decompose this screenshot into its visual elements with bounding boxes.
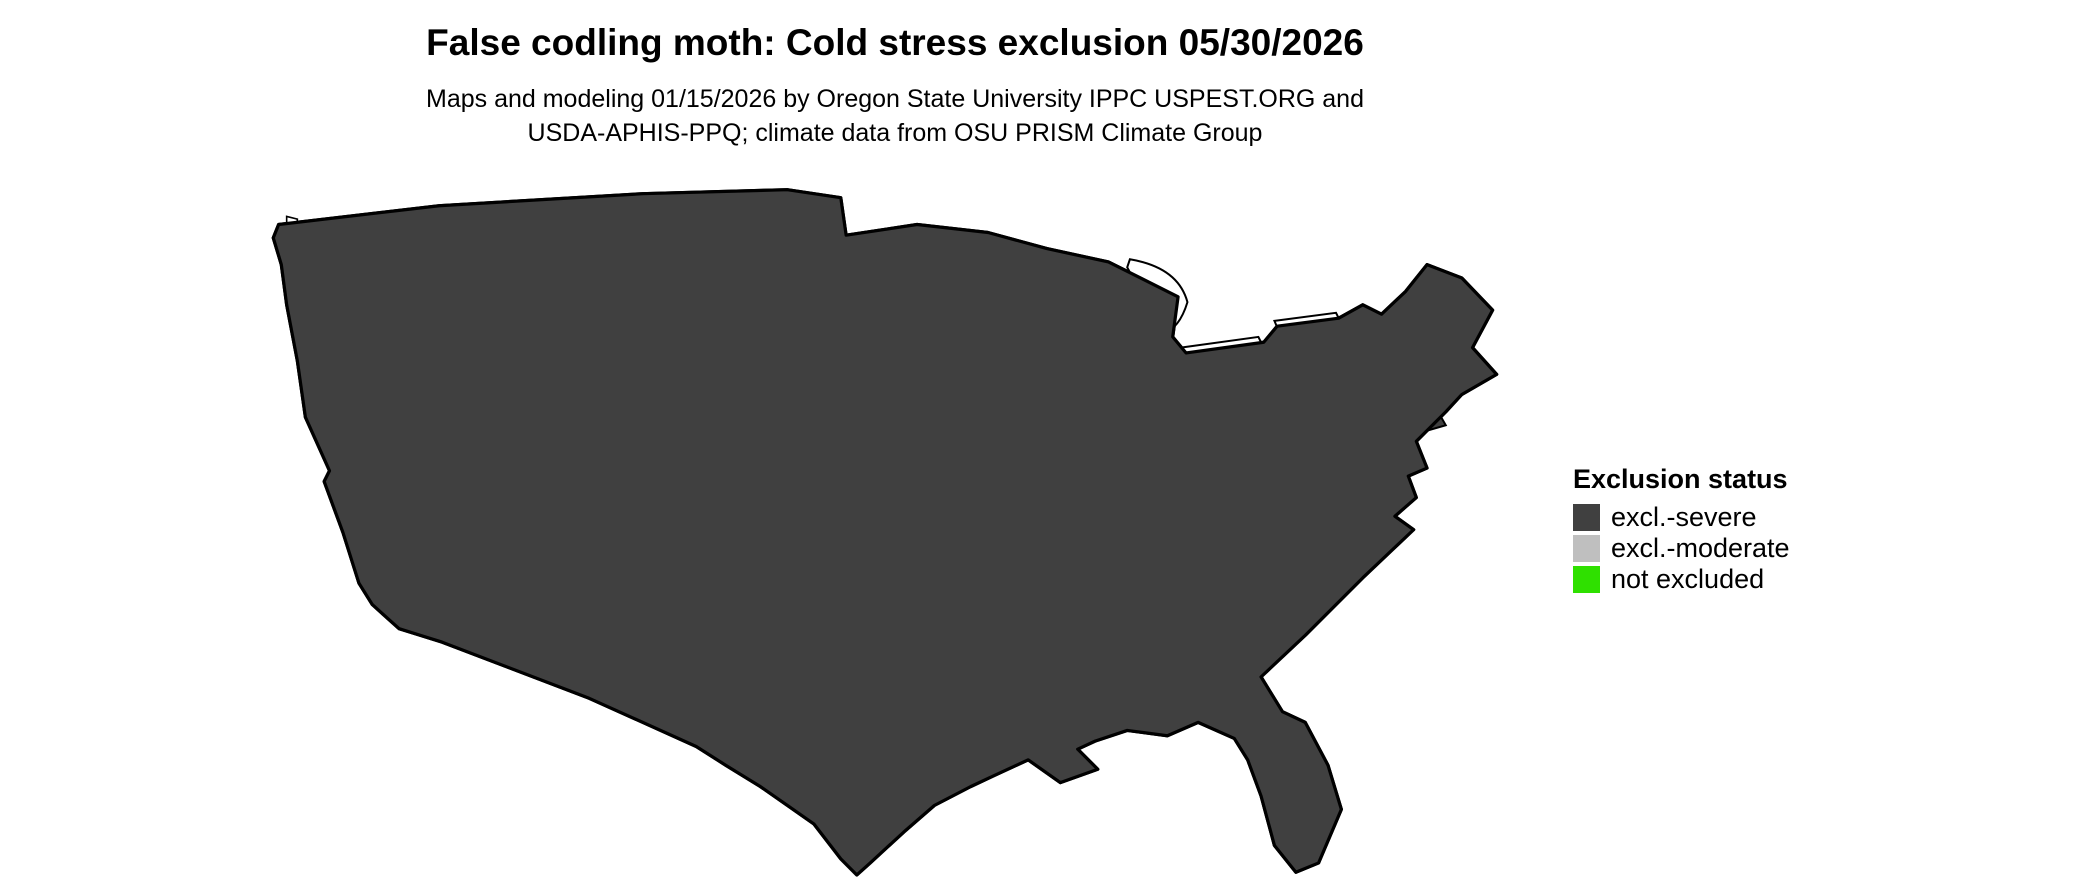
map-title: False codling moth: Cold stress exclusio… <box>426 22 1364 63</box>
legend-label-severe: excl.-severe <box>1611 502 1757 532</box>
legend-item-moderate: excl.-moderate <box>1573 535 1790 562</box>
legend-swatch-moderate <box>1573 535 1600 562</box>
map-subtitle: Maps and modeling 01/15/2026 by Oregon S… <box>0 82 1790 150</box>
legend-swatch-severe <box>1573 504 1600 531</box>
subtitle-line-1: Maps and modeling 01/15/2026 by Oregon S… <box>426 85 1364 113</box>
map-legend: Exclusion status excl.-severe excl.-mode… <box>1573 464 1790 597</box>
us-map <box>271 188 1499 877</box>
legend-item-not-excluded: not excluded <box>1573 566 1790 593</box>
us-map-container <box>241 187 1553 883</box>
legend-title: Exclusion status <box>1573 464 1788 494</box>
subtitle-line-2: USDA-APHIS-PPQ; climate data from OSU PR… <box>527 119 1263 147</box>
legend-swatch-not-excluded <box>1573 566 1600 593</box>
us-outline <box>271 188 1499 877</box>
legend-label-moderate: excl.-moderate <box>1611 533 1790 563</box>
legend-item-severe: excl.-severe <box>1573 504 1790 531</box>
legend-label-not-excluded: not excluded <box>1611 564 1765 594</box>
